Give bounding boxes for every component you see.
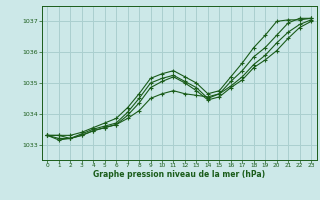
X-axis label: Graphe pression niveau de la mer (hPa): Graphe pression niveau de la mer (hPa) [93, 170, 265, 179]
